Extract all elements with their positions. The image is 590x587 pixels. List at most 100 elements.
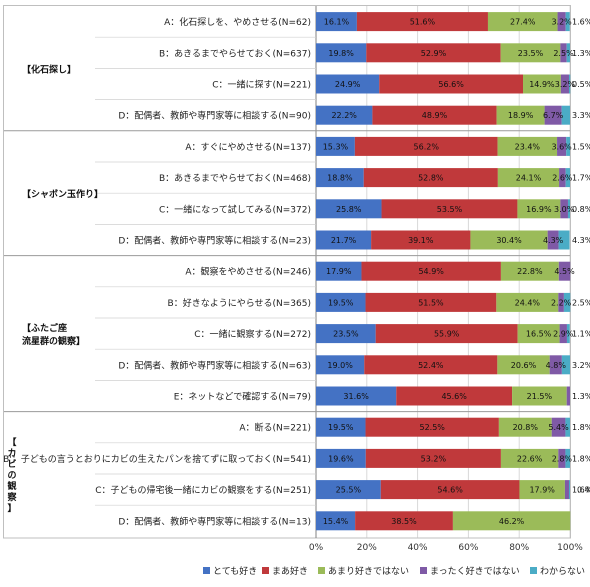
data-label: 1.3%: [572, 392, 590, 401]
legend-swatch: [318, 567, 325, 574]
bar-segment: [497, 355, 550, 375]
bar-segment: [551, 417, 566, 437]
legend-swatch: [420, 567, 427, 574]
data-label: 0.5%: [572, 80, 590, 89]
data-label: 39.1%: [408, 236, 434, 245]
data-label: 46.2%: [499, 517, 525, 526]
data-label: 19.0%: [327, 361, 353, 370]
bar-segment: [565, 448, 570, 468]
data-label: 21.5%: [527, 392, 553, 401]
data-label: 22.8%: [517, 267, 543, 276]
bar-segment: [557, 136, 567, 156]
bar-segment: [364, 355, 498, 375]
bar-segment: [517, 199, 561, 219]
bar-segment: [316, 480, 381, 500]
bar-segment: [365, 292, 497, 312]
legend-swatch: [262, 567, 269, 574]
x-tick-label: 40%: [408, 543, 428, 553]
bar-segment: [560, 74, 569, 94]
bar-segment: [361, 261, 501, 281]
row-label: A：断る(N=221): [239, 422, 311, 434]
data-label: 38.5%: [391, 517, 417, 526]
bar-segment: [316, 199, 382, 219]
data-label: 16.5%: [526, 330, 552, 339]
data-label: 19.5%: [328, 423, 354, 432]
bar-segment: [559, 324, 567, 344]
bar-segment: [559, 168, 566, 188]
row-label: D：配偶者、教師や専門家等に相談する(N=23): [118, 235, 311, 247]
group-label: 【ふたご座: [22, 322, 67, 334]
legend-swatch: [203, 567, 210, 574]
data-label: 23.5%: [333, 330, 359, 339]
bar-segment: [316, 417, 366, 437]
data-label: 3.6%: [551, 142, 572, 151]
data-label: 2.2%: [551, 298, 572, 307]
data-label: 23.4%: [515, 142, 541, 151]
data-label: 54.9%: [418, 267, 444, 276]
data-label: 56.6%: [438, 80, 464, 89]
data-label: 18.9%: [508, 111, 534, 120]
bar-segment: [316, 355, 365, 375]
legend-label: まあ好き: [272, 565, 308, 577]
data-label: 1.7%: [572, 174, 590, 183]
bar-segment: [496, 292, 559, 312]
data-label: 1.6%: [572, 486, 590, 495]
bar-segment: [523, 74, 561, 94]
row-label: C：一緒に観察する(N=272): [194, 328, 311, 340]
data-label: 15.4%: [323, 517, 349, 526]
bar-segment: [375, 324, 518, 344]
data-label: 18.8%: [327, 174, 353, 183]
data-label: 31.6%: [343, 392, 369, 401]
bar-segment: [316, 105, 373, 125]
data-label: 23.5%: [518, 49, 544, 58]
bar-segment: [316, 511, 356, 531]
data-label: 6.7%: [543, 111, 564, 120]
bar-segment: [519, 480, 565, 500]
bar-segment: [379, 74, 524, 94]
data-label: 1.6%: [572, 18, 590, 27]
bar-segment: [380, 480, 520, 500]
data-label: 2.6%: [552, 174, 573, 183]
data-label: 24.9%: [335, 80, 361, 89]
data-label: 4.5%: [554, 267, 575, 276]
data-label: 4.8%: [546, 361, 567, 370]
row-label: E：ネットなどで確認する(N=79): [174, 391, 311, 403]
data-label: 53.2%: [421, 454, 447, 463]
bar-segment: [316, 168, 364, 188]
bar-segment: [566, 136, 570, 156]
row-label: D：配偶者、教師や専門家等に相談する(N=63): [118, 359, 311, 371]
data-label: 4.3%: [543, 236, 564, 245]
bar-segment: [354, 136, 498, 156]
group-label-char: 】: [7, 503, 16, 514]
data-label: 22.6%: [517, 454, 543, 463]
data-label: 56.2%: [414, 142, 440, 151]
group-label-char: 観: [7, 480, 16, 492]
bar-segment: [561, 355, 570, 375]
data-label: 3.2%: [551, 18, 572, 27]
legend-swatch: [530, 567, 537, 574]
data-label: 0.4%: [577, 486, 590, 495]
data-label: 51.5%: [418, 298, 444, 307]
row-label: C：一緒になって試してみる(N=372): [159, 203, 311, 215]
data-label: 1.5%: [572, 142, 590, 151]
group-label: 【シャボン玉作り】: [22, 188, 103, 200]
bar-segment: [487, 12, 558, 32]
bar-segment: [316, 12, 357, 32]
bar-segment: [512, 386, 567, 406]
row-label: C：子どもの帰宅後一緒にカビの観察をする(N=251): [95, 484, 311, 496]
data-label: 25.8%: [336, 205, 362, 214]
chart-frame: [3, 5, 571, 539]
legend-label: あまり好きではない: [328, 565, 409, 577]
group-label-char: ビ: [7, 458, 16, 470]
data-label: 48.9%: [422, 111, 448, 120]
bar-segment: [565, 417, 570, 437]
x-tick-label: 60%: [458, 543, 478, 553]
data-label: 45.6%: [441, 392, 467, 401]
legend-label: わからない: [540, 566, 585, 577]
data-label: 27.4%: [510, 18, 536, 27]
row-label: B'：子どもの言うとおりにカビの生えたパンを捨てずに取っておく(N=541): [3, 453, 311, 465]
bar-segment: [500, 261, 559, 281]
x-tick-label: 0%: [309, 543, 324, 553]
bar-segment: [565, 12, 570, 32]
bar-segment: [452, 511, 571, 531]
